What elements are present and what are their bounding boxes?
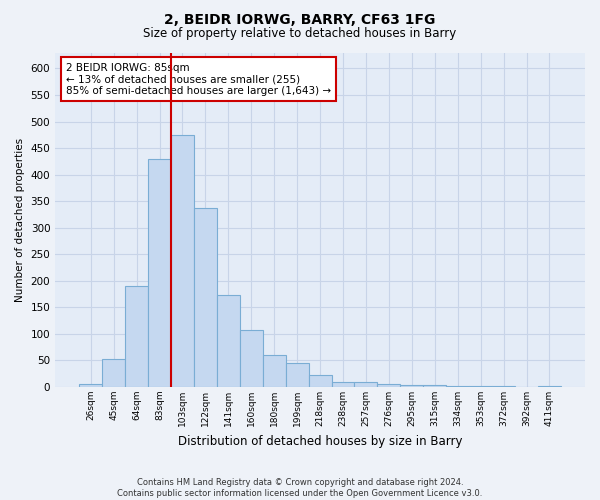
Text: 2 BEIDR IORWG: 85sqm
← 13% of detached houses are smaller (255)
85% of semi-deta: 2 BEIDR IORWG: 85sqm ← 13% of detached h… [66, 62, 331, 96]
Bar [194, 208, 217, 387]
Text: 2, BEIDR IORWG, BARRY, CF63 1FG: 2, BEIDR IORWG, BARRY, CF63 1FG [164, 12, 436, 26]
Bar [286, 363, 308, 387]
Bar [217, 295, 240, 387]
Bar [171, 135, 194, 387]
Bar [79, 384, 102, 387]
Bar [240, 330, 263, 387]
Bar [332, 382, 355, 387]
Bar [377, 384, 400, 387]
Bar [125, 286, 148, 387]
Bar [102, 360, 125, 387]
Bar [263, 355, 286, 387]
Bar [469, 386, 492, 387]
Bar [423, 385, 446, 387]
Bar [148, 158, 171, 387]
Bar [538, 386, 561, 387]
X-axis label: Distribution of detached houses by size in Barry: Distribution of detached houses by size … [178, 434, 463, 448]
Bar [400, 385, 423, 387]
Bar [308, 376, 332, 387]
Text: Contains HM Land Registry data © Crown copyright and database right 2024.
Contai: Contains HM Land Registry data © Crown c… [118, 478, 482, 498]
Bar [492, 386, 515, 387]
Bar [446, 386, 469, 387]
Bar [355, 382, 377, 387]
Y-axis label: Number of detached properties: Number of detached properties [15, 138, 25, 302]
Text: Size of property relative to detached houses in Barry: Size of property relative to detached ho… [143, 28, 457, 40]
